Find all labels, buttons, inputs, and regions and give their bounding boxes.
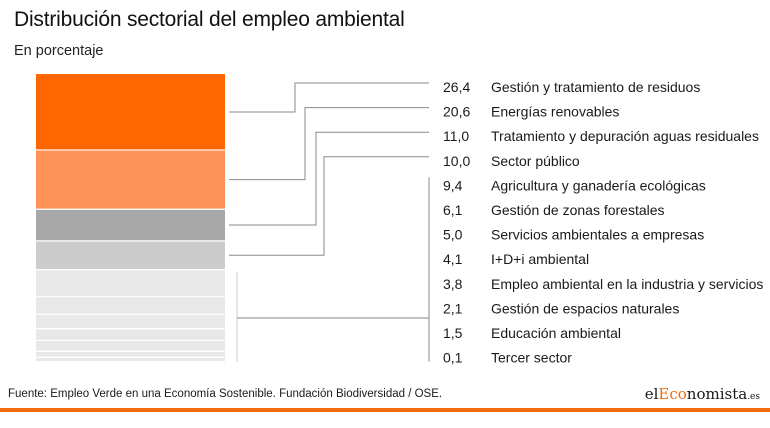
category-label-7: Servicios ambientales a empresas <box>491 227 704 243</box>
leader-line-4 <box>229 156 429 256</box>
footer-accent-line <box>0 408 770 412</box>
value-label-10: 2,1 <box>443 300 463 316</box>
bar-segment-2 <box>36 149 225 210</box>
bar-segment-1 <box>36 74 225 150</box>
bar-segment-8 <box>36 328 225 341</box>
value-label-9: 3,8 <box>443 276 463 292</box>
category-label-10: Gestión de espacios naturales <box>491 300 679 316</box>
bar-segment-11 <box>36 357 225 362</box>
value-label-6: 6,1 <box>443 202 463 218</box>
source-note: Fuente: Empleo Verde en una Economía Sos… <box>8 388 443 400</box>
bar-segment-5 <box>36 269 225 297</box>
category-label-6: Gestión de zonas forestales <box>491 202 665 218</box>
bar-segment-10 <box>36 351 225 358</box>
value-label-3: 11,0 <box>443 128 469 144</box>
bar-segment-4 <box>36 240 225 270</box>
leader-line-2 <box>229 107 429 181</box>
category-label-12: Tercer sector <box>491 350 572 366</box>
leader-line-1 <box>229 82 429 113</box>
category-label-9: Empleo ambiental en la industria y servi… <box>491 276 763 292</box>
value-label-11: 1,5 <box>443 325 463 341</box>
value-label-4: 10,0 <box>443 153 470 169</box>
value-label-8: 4,1 <box>443 251 463 267</box>
category-label-3: Tratamiento y depuración aguas residuale… <box>491 128 759 144</box>
bar-segment-9 <box>36 340 225 352</box>
chart-title: Distribución sectorial del empleo ambien… <box>14 8 405 31</box>
bar-segment-3 <box>36 209 225 241</box>
leader-line-3 <box>229 131 429 226</box>
publisher-logo: elEconomista.es <box>644 385 760 403</box>
category-label-11: Educación ambiental <box>491 325 621 341</box>
chart-subtitle: En porcentaje <box>14 43 104 59</box>
value-label-7: 5,0 <box>443 227 463 243</box>
category-label-4: Sector público <box>491 153 580 169</box>
category-label-5: Agricultura y ganadería ecológicas <box>491 177 706 193</box>
value-label-1: 26,4 <box>443 79 470 95</box>
value-label-2: 20,6 <box>443 104 470 120</box>
category-label-8: I+D+i ambiental <box>491 251 589 267</box>
bar-segment-7 <box>36 314 225 329</box>
bar-segment-6 <box>36 296 225 315</box>
category-label-1: Gestión y tratamiento de residuos <box>491 79 700 95</box>
value-label-12: 0,1 <box>443 350 463 366</box>
value-label-5: 9,4 <box>443 177 463 193</box>
category-label-2: Energías renovables <box>491 104 619 120</box>
